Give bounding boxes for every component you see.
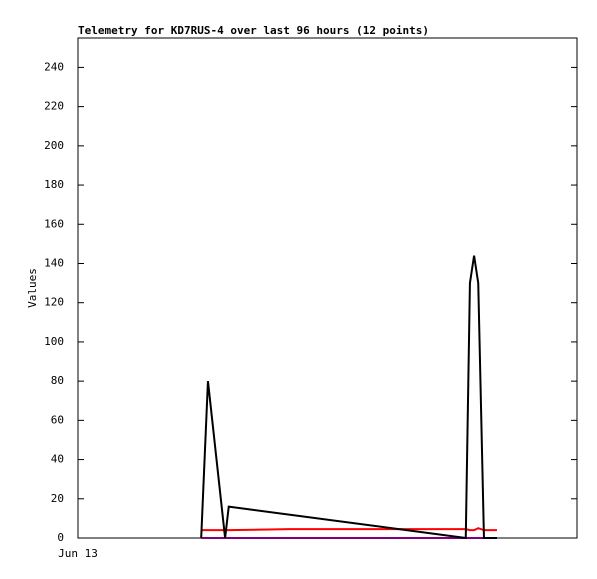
x-tick-label: Jun 13: [58, 547, 98, 560]
y-tick-label: 240: [44, 60, 64, 73]
y-tick-label: 40: [51, 453, 64, 466]
y-tick-label: 160: [44, 217, 64, 230]
y-tick-label: 140: [44, 256, 64, 269]
y-axis-label: Values: [26, 268, 39, 308]
y-tick-label: 180: [44, 178, 64, 191]
y-tick-label: 80: [51, 374, 64, 387]
y-tick-label: 60: [51, 413, 64, 426]
y-tick-label: 120: [44, 296, 64, 309]
y-tick-label: 0: [57, 531, 64, 544]
y-tick-label: 220: [44, 100, 64, 113]
y-tick-label: 200: [44, 139, 64, 152]
series-line: [200, 255, 497, 540]
y-tick-label: 100: [44, 335, 64, 348]
y-tick-label: 20: [51, 492, 64, 505]
series-line: [201, 527, 497, 532]
plot-frame: [77, 37, 578, 539]
chart-title: Telemetry for KD7RUS-4 over last 96 hour…: [78, 24, 429, 37]
